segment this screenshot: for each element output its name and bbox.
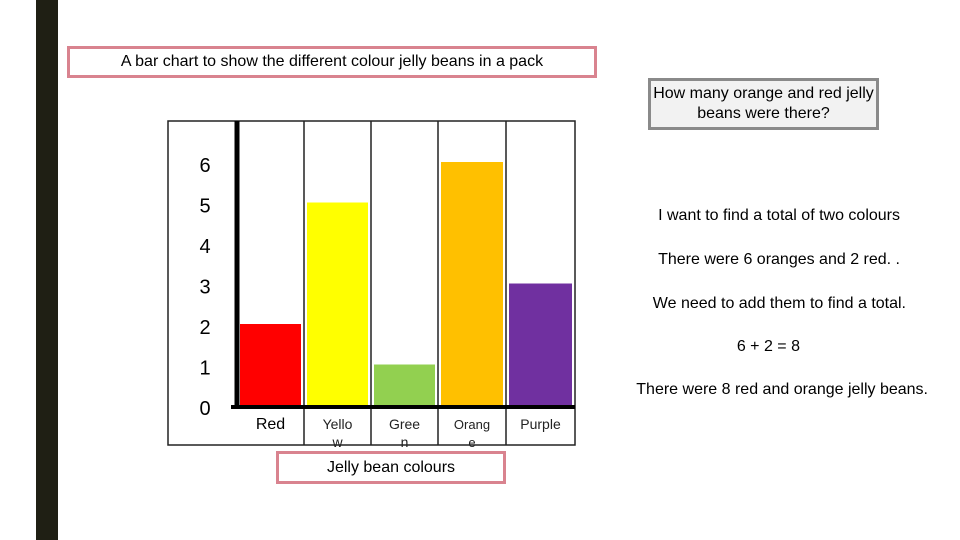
x-tick-label: Yello w: [323, 416, 353, 450]
x-tick-label: Red: [256, 416, 285, 433]
left-accent-bar: [36, 0, 58, 540]
note-line-5: There were 8 red and orange jelly beans.: [636, 381, 928, 398]
x-tick-label: Gree n: [389, 416, 420, 450]
bar-2: [374, 364, 435, 405]
bar-3: [441, 162, 503, 405]
bar-0: [240, 324, 301, 405]
y-tick-label: 5: [199, 196, 210, 218]
x-axis-label: Jelly bean colours: [326, 458, 456, 476]
note-line-2: There were 6 oranges and 2 red. .: [658, 251, 900, 268]
note-line-3: We need to add them to find a total.: [652, 295, 906, 312]
note-line-4: 6 + 2 = 8: [736, 338, 800, 355]
y-tick-label: 2: [199, 317, 210, 339]
x-tick-label: Purple: [520, 416, 561, 432]
question-box: How many orange and red jelly beans were…: [648, 78, 879, 130]
x-axis-label-box: Jelly bean colours: [276, 451, 506, 484]
chart-title: A bar chart to show the different colour…: [120, 53, 544, 70]
y-tick-label: 1: [199, 358, 210, 380]
bar-1: [307, 202, 368, 405]
y-tick-label: 3: [199, 277, 210, 299]
bar-4: [509, 283, 572, 405]
y-tick-label: 0: [199, 398, 210, 420]
y-tick-label: 4: [199, 236, 210, 258]
question-text: How many orange and red jelly beans were…: [653, 85, 874, 122]
note-line-1: I want to find a total of two colours: [658, 207, 900, 224]
x-tick-label: Orang e: [454, 417, 490, 450]
y-tick-label: 6: [199, 155, 210, 177]
chart-title-box: A bar chart to show the different colour…: [67, 46, 597, 78]
